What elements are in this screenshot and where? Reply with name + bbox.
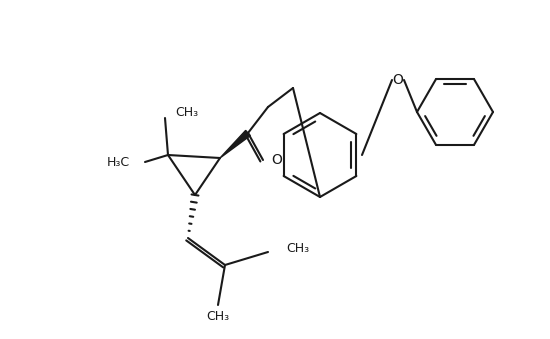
Text: CH₃: CH₃: [206, 311, 229, 323]
Text: CH₃: CH₃: [286, 242, 309, 256]
Text: O: O: [271, 153, 282, 167]
Text: CH₃: CH₃: [175, 105, 198, 119]
Text: O: O: [393, 73, 404, 87]
Text: H₃C: H₃C: [107, 156, 130, 168]
Polygon shape: [220, 131, 250, 158]
